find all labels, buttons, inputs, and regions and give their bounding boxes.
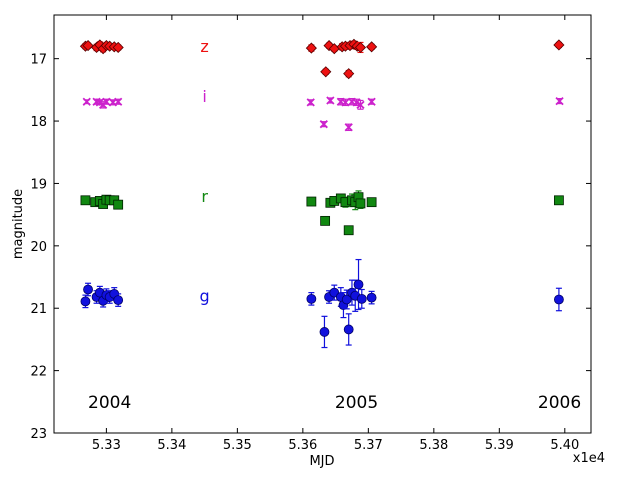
data-point [305, 42, 317, 54]
data-point [366, 197, 377, 208]
data-point [80, 296, 91, 307]
data-point [320, 66, 332, 78]
x-tick-label: 5.37 [354, 438, 383, 453]
y-tick-label: 22 [30, 365, 47, 380]
year-annotation: 2006 [538, 393, 581, 413]
data-point [554, 195, 564, 206]
plot-area: z i r g 2004 2005 2006 [79, 37, 581, 413]
year-annotation: 2005 [335, 393, 378, 413]
x-axis-multiplier: x1e4 [573, 451, 605, 466]
x-tick-label: 5.39 [485, 438, 514, 453]
axes: 5.33 5.34 5.35 5.36 5.37 5.38 5.39 5.40 17 18 19 20… [30, 15, 591, 453]
data-point [366, 292, 377, 303]
data-point [344, 123, 353, 132]
data-point [326, 96, 335, 105]
plot-frame [53, 14, 592, 434]
x-tick-label: 5.40 [550, 438, 579, 453]
data-point [553, 39, 565, 51]
data-point [320, 215, 331, 226]
data-point [555, 96, 564, 106]
data-point [113, 199, 124, 210]
data-point [112, 41, 124, 54]
data-point [306, 293, 317, 304]
data-point [341, 294, 352, 305]
data-point [82, 40, 94, 52]
y-tick-label: 17 [30, 53, 47, 68]
band-label-g: g [200, 287, 210, 306]
y-tick-label: 23 [30, 427, 47, 442]
data-point [319, 120, 328, 129]
data-point [82, 97, 91, 106]
data-point [114, 97, 123, 106]
data-point [343, 225, 354, 236]
y-tick-label: 20 [30, 240, 47, 255]
data-point [113, 295, 124, 306]
data-point [80, 195, 91, 206]
data-point [354, 41, 367, 54]
y-axis-label: magnitude [11, 189, 26, 259]
x-tick-label: 5.36 [288, 438, 317, 453]
data-point [366, 41, 378, 53]
data-point [306, 196, 317, 207]
x-tick-label: 5.35 [223, 438, 252, 453]
band-label-z: z [200, 37, 208, 56]
data-point [356, 293, 367, 304]
data-point [554, 294, 564, 305]
data-point [319, 327, 330, 337]
data-point [367, 97, 376, 106]
year-annotation: 2004 [88, 393, 131, 413]
data-point [341, 98, 350, 107]
y-tick-label: 19 [30, 177, 47, 192]
data-point [343, 324, 354, 335]
x-axis-label: MJD [309, 454, 334, 469]
y-tick-label: 21 [30, 302, 47, 317]
series-r [80, 190, 564, 236]
data-point [306, 98, 315, 107]
data-point [343, 68, 355, 80]
data-point [355, 198, 366, 209]
band-label-i: i [202, 87, 206, 106]
data-point [353, 279, 364, 290]
data-point [102, 97, 111, 106]
series-i [82, 96, 564, 132]
y-tick-label: 18 [30, 115, 47, 130]
data-point [83, 284, 93, 295]
x-tick-label: 5.34 [157, 438, 186, 453]
series-g [80, 258, 564, 349]
band-label-r: r [201, 187, 208, 206]
x-tick-label: 5.33 [92, 438, 121, 453]
data-point [356, 100, 365, 109]
series-z [79, 38, 565, 80]
x-tick-label: 5.38 [419, 438, 448, 453]
